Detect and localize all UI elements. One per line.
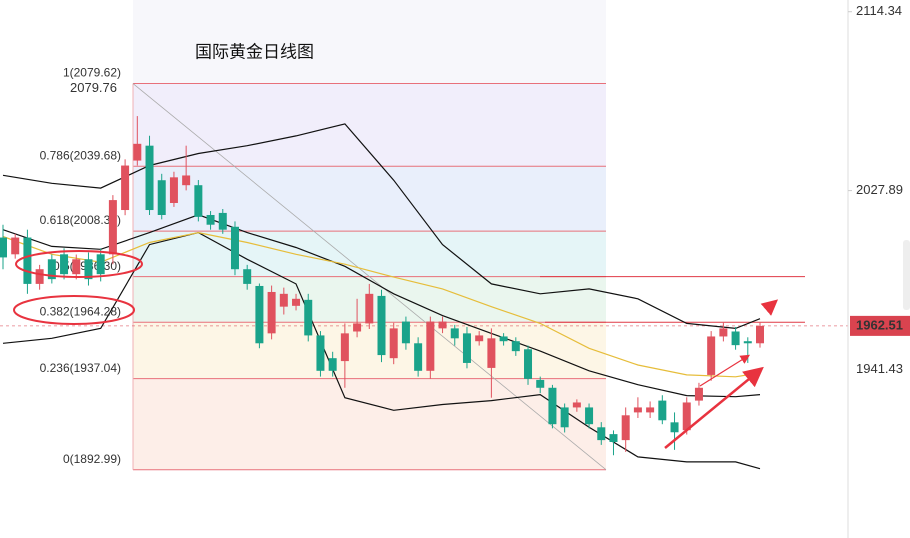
candle-body	[572, 402, 581, 408]
candle-body	[414, 343, 423, 371]
candle-body	[340, 333, 349, 362]
candle-body	[658, 400, 667, 421]
fib-band	[133, 83, 606, 167]
candle-body	[438, 321, 447, 329]
candle-body	[719, 328, 728, 337]
candle-body	[11, 237, 20, 255]
high-label: 2079.76	[70, 80, 117, 95]
candle-body	[35, 269, 44, 284]
price-tag: 1962.51	[856, 317, 903, 332]
candle-body	[328, 358, 337, 371]
candle-body	[524, 349, 533, 379]
fib-top-zone	[133, 0, 606, 84]
fib-label: 0.786(2039.68)	[40, 148, 121, 162]
candle-body	[682, 402, 691, 431]
candle-body	[47, 259, 56, 280]
fib-label: 0.236(1937.04)	[40, 361, 121, 375]
candle-body	[121, 165, 130, 211]
candle-body	[585, 407, 594, 425]
fib-band	[133, 166, 606, 232]
indicator-line	[2, 231, 761, 378]
candle-body	[560, 407, 569, 428]
candle-body	[475, 335, 484, 342]
candle-body	[511, 341, 520, 352]
candle-body	[292, 298, 301, 306]
indicator-line	[2, 214, 761, 398]
candle-body	[621, 415, 630, 441]
candle-body	[0, 237, 7, 258]
fib-band	[133, 231, 606, 277]
candle-body	[218, 212, 227, 230]
candle-body	[646, 407, 655, 413]
candle-body	[499, 336, 508, 342]
candle-body	[694, 387, 703, 401]
candle-body	[206, 214, 215, 225]
candle-body	[72, 259, 81, 275]
indicator-line	[2, 231, 761, 470]
fib-band	[133, 322, 606, 379]
candle-body	[194, 185, 203, 217]
plot-area	[0, 116, 848, 470]
candle-body	[450, 328, 459, 339]
fib-label: 0(1892.99)	[63, 452, 121, 466]
candle-body	[145, 145, 154, 211]
chart-title: 国际黄金日线图	[195, 42, 314, 61]
trend-arrow	[699, 354, 751, 387]
candle-body	[389, 328, 398, 359]
candle-body	[84, 259, 93, 280]
candle-body	[108, 200, 117, 255]
candle-body	[756, 325, 764, 344]
candle-body	[536, 379, 545, 388]
candle-body	[462, 333, 471, 363]
candle-body	[401, 321, 410, 344]
y-tick-label: 2027.89	[856, 182, 903, 197]
candle-body	[23, 237, 32, 284]
candle-body	[243, 269, 252, 284]
trend-arrow	[664, 366, 764, 449]
candle-body	[157, 180, 166, 215]
candle-body	[743, 341, 752, 344]
fib-label: 0.382(1964.28)	[40, 304, 121, 318]
fib-zone: 1(2079.62) 0.786(2039.68) 0.618(2008.33) 0.…	[40, 0, 805, 471]
candle-body	[731, 331, 740, 346]
candle-body	[633, 407, 642, 413]
indicator-line	[2, 123, 761, 330]
fib-label: 1(2079.62)	[63, 66, 121, 80]
fib-diagonal	[132, 83, 607, 471]
candle-body	[304, 299, 313, 336]
price-tag-box	[850, 315, 910, 336]
candle-body	[670, 422, 679, 433]
fib-label: 0.618(2008.33)	[40, 213, 121, 227]
candle-body	[707, 336, 716, 375]
candle-body	[609, 434, 618, 442]
candle-body	[597, 427, 606, 441]
highlight-ellipse	[13, 295, 135, 325]
candle-body	[267, 291, 276, 334]
candle-body	[487, 338, 496, 368]
candle-body	[316, 335, 325, 371]
y-tick-label: 2114.34	[856, 3, 902, 18]
scroll-handle[interactable]	[903, 240, 910, 310]
candle-body	[169, 177, 178, 203]
candle-body	[230, 226, 239, 270]
candle-body	[377, 295, 386, 356]
candle-body	[96, 254, 105, 275]
fib-band	[133, 378, 606, 470]
candle-body	[60, 254, 69, 275]
candle-body	[353, 323, 362, 332]
candle-body	[133, 143, 142, 161]
candle-body	[255, 285, 264, 344]
candle-body	[426, 321, 435, 371]
price-tag: 1941.43	[856, 361, 903, 376]
candle-body	[279, 293, 288, 307]
candle-body	[182, 175, 191, 186]
candle-body	[365, 293, 374, 324]
candle-body	[548, 387, 557, 425]
trend-arrow	[760, 299, 779, 316]
highlight-ellipse	[15, 250, 143, 278]
